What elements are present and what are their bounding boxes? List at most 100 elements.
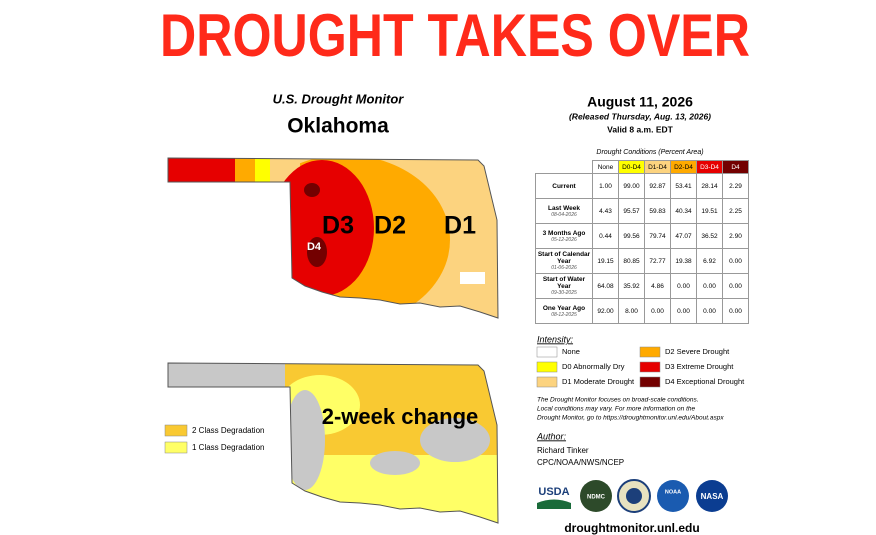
map-label: D1 <box>444 212 476 240</box>
legend-swatch <box>536 346 558 358</box>
table-cell: 64.08 <box>592 273 619 299</box>
noaa-logo <box>657 480 689 512</box>
no-change-region <box>285 390 325 490</box>
d4-region <box>304 183 320 197</box>
column-header: None <box>592 160 619 174</box>
table-cell: 1.00 <box>592 173 619 199</box>
state-name: Oklahoma <box>287 115 389 138</box>
column-header: D3-D4 <box>696 160 723 174</box>
table-caption: Drought Conditions (Percent Area) <box>596 149 703 156</box>
author-org: CPC/NOAA/NWS/NCEP <box>537 458 624 467</box>
no-change-region <box>370 451 420 475</box>
d4-region <box>307 237 327 267</box>
table-cell: 53.41 <box>670 173 697 199</box>
table-cell: 79.74 <box>644 223 671 249</box>
table-cell: 2.25 <box>722 198 749 224</box>
table-body: Current 1.00 99.00 92.87 53.41 28.14 2.29 Last … <box>535 173 749 324</box>
column-header: D4 <box>722 160 749 174</box>
map-regions <box>168 158 498 318</box>
legend-label: D3 Extreme Drought <box>665 362 734 371</box>
legend-swatch <box>164 441 188 454</box>
note: Local conditions may vary. For more info… <box>537 406 696 413</box>
legend-label: 1 Class Degradation <box>192 443 264 452</box>
change-label: 2-week change <box>322 404 479 429</box>
footer-url: droughtmonitor.unl.edu <box>564 521 699 535</box>
report-date: August 11, 2026 <box>587 94 693 110</box>
intensity-title: Intensity: <box>537 334 574 344</box>
row-label-text: 3 Months Ago <box>542 229 586 237</box>
row-label: One Year Ago 08-12-2025 <box>535 298 593 324</box>
row-date: 08-12-2025 <box>551 311 577 318</box>
table-cell: 95.57 <box>618 198 645 224</box>
legend-swatch <box>536 361 558 373</box>
legend-swatch <box>639 361 661 373</box>
no-change-region <box>168 363 285 390</box>
note: Drought Monitor, go to https://droughtmo… <box>537 415 724 422</box>
legend-label: D0 Abnormally Dry <box>562 362 625 371</box>
table-cell: 0.00 <box>696 298 723 324</box>
table-cell: 40.34 <box>670 198 697 224</box>
legend-swatch <box>536 376 558 388</box>
author-title: Author: <box>536 431 567 441</box>
d3-region <box>270 160 374 296</box>
table-cell: 0.00 <box>722 248 749 274</box>
row-label: 3 Months Ago 05-12-2026 <box>535 223 593 249</box>
row-label: Last Week 08-04-2026 <box>535 198 593 224</box>
valid-time: Valid 8 a.m. EDT <box>607 124 673 134</box>
table-cell: 72.77 <box>644 248 671 274</box>
row-label: Current <box>535 173 593 199</box>
logo-text: USDA <box>538 486 569 498</box>
table-cell: 92.00 <box>592 298 619 324</box>
table-cell: 19.15 <box>592 248 619 274</box>
legend-label: D1 Moderate Drought <box>562 377 635 386</box>
row-label-text: Start of Calendar Year <box>537 251 591 265</box>
row-label: Start of Water Year 09-30-2025 <box>535 273 593 299</box>
column-header: D2-D4 <box>670 160 697 174</box>
table-cell: 0.00 <box>670 298 697 324</box>
table-row: One Year Ago 08-12-2025 92.00 8.00 0.00 0.00 0… <box>535 298 749 324</box>
author-name: Richard Tinker <box>537 446 589 455</box>
none-region <box>460 272 485 284</box>
table-cell: 2.90 <box>722 223 749 249</box>
table-cell: 0.00 <box>696 273 723 299</box>
table-cell: 35.92 <box>618 273 645 299</box>
drought-map: D3 D2 D1 D4 <box>167 157 499 319</box>
corner-cell <box>536 161 593 174</box>
logo-text: NOAA <box>665 489 681 495</box>
nws-mark <box>626 488 642 504</box>
legend-label: 2 Class Degradation <box>192 426 264 435</box>
map-label: D2 <box>374 212 406 240</box>
usda-mark <box>537 499 571 509</box>
table-cell: 80.85 <box>618 248 645 274</box>
intensity-legend: None D0 Abnormally Dry D1 Moderate Drought… <box>536 346 745 388</box>
table-cell: 6.92 <box>696 248 723 274</box>
map-label: D4 <box>307 241 322 253</box>
no-change-region <box>420 418 490 462</box>
table-cell: 0.00 <box>722 273 749 299</box>
d0-region <box>255 158 270 185</box>
table-row: Start of Calendar Year 01-06-2026 19.15 80.… <box>535 248 749 274</box>
row-date: 08-04-2026 <box>551 211 577 218</box>
nasa-logo <box>696 480 728 512</box>
table-cell: 0.00 <box>722 298 749 324</box>
table-header: None D0-D4 D1-D4 D2-D4 D3-D4 D4 <box>536 160 749 174</box>
d3-region <box>168 158 235 185</box>
conditions-table: None D0-D4 D1-D4 D2-D4 D3-D4 D4 Current 1.00 99.… <box>535 160 749 324</box>
ndmc-logo <box>580 480 612 512</box>
table-cell: 4.43 <box>592 198 619 224</box>
legend-swatch <box>639 346 661 358</box>
map-source: U.S. Drought Monitor <box>273 91 405 106</box>
table-cell: 36.52 <box>696 223 723 249</box>
note: The Drought Monitor focuses on broad-sca… <box>537 397 699 404</box>
table-row: Start of Water Year 09-30-2025 64.08 35.92 4… <box>535 273 749 299</box>
column-header: D1-D4 <box>644 160 671 174</box>
legend-swatch <box>639 376 661 388</box>
table-cell: 19.51 <box>696 198 723 224</box>
table-cell: 19.38 <box>670 248 697 274</box>
one-class-region <box>168 455 498 523</box>
table-row: Last Week 08-04-2026 4.43 95.57 59.83 40.34 19… <box>535 198 749 224</box>
table-cell: 47.07 <box>670 223 697 249</box>
table-row: 3 Months Ago 05-12-2026 0.44 99.56 79.74 47.0… <box>535 223 749 249</box>
